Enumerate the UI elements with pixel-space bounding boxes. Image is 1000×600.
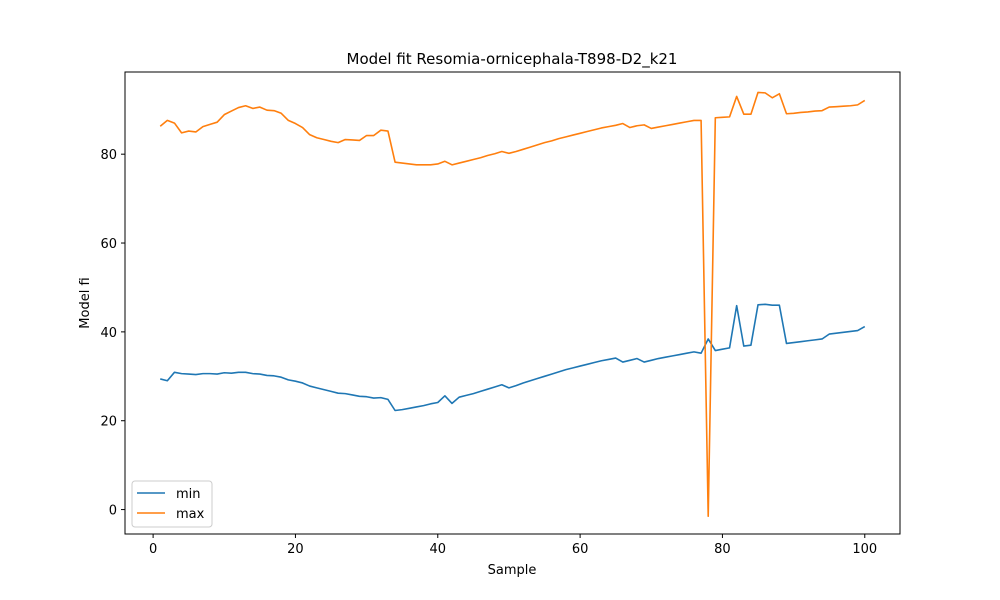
y-tick-label: 0 bbox=[109, 504, 117, 519]
x-tick-label: 20 bbox=[287, 542, 304, 557]
y-axis-label: Model fi bbox=[78, 277, 93, 328]
y-tick-label: 40 bbox=[100, 326, 117, 341]
y-tick-label: 20 bbox=[100, 415, 117, 430]
plot-area: 0 20 40 60 80 100 0 20 40 60 80 bbox=[100, 91, 877, 557]
y-tick-label: 80 bbox=[100, 148, 117, 163]
x-tick-label: 0 bbox=[149, 542, 157, 557]
legend-label-min: min bbox=[176, 487, 201, 502]
series-line-min bbox=[160, 303, 866, 412]
x-axis-label: Sample bbox=[488, 563, 537, 578]
series-line-max bbox=[159, 91, 866, 518]
x-tick-label: 60 bbox=[572, 542, 589, 557]
y-tick-label: 60 bbox=[100, 237, 117, 252]
x-tick-label: 100 bbox=[852, 542, 877, 557]
x-tick-label: 40 bbox=[430, 542, 447, 557]
legend: min max bbox=[131, 480, 213, 528]
plot-frame bbox=[124, 71, 901, 535]
x-tick-label: 80 bbox=[714, 542, 731, 557]
chart-title: Model fit Resomia-ornicephala-T898-D2_k2… bbox=[347, 50, 678, 69]
legend-label-max: max bbox=[176, 507, 205, 522]
